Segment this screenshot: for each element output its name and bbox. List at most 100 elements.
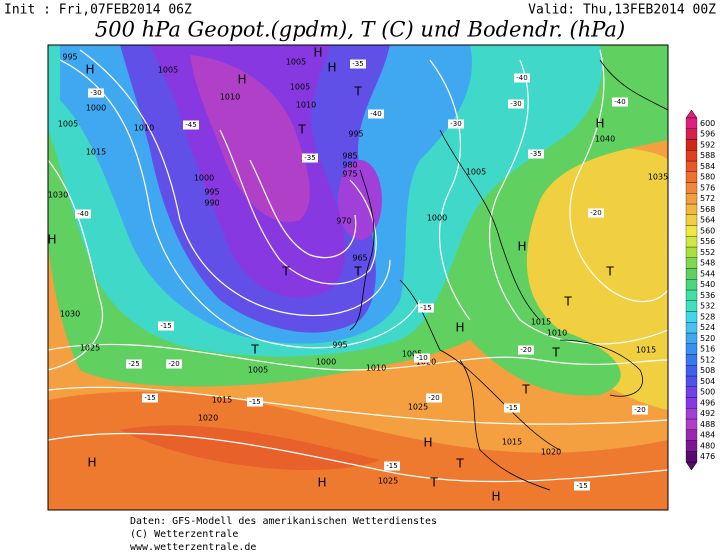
isobar-label: 975 [342,170,357,179]
colorbar-swatch [685,214,698,226]
isobar-label: 995 [348,130,363,139]
temperature-label-box [448,119,464,129]
temperature-label: -40 [516,74,527,82]
pressure-center: H [317,476,326,490]
temperature-label-box [183,120,199,130]
colorbar-label: 552 [700,248,715,257]
colorbar-label: 536 [700,291,715,300]
colorbar-swatch [685,193,698,205]
temperature-label-box [88,88,104,98]
map-labels: 995 1005 1005 1010 1000 1005 1010 1015 1005 1010 9… [47,46,668,504]
temperature-label: -15 [576,482,587,490]
pressure-center: T [551,346,560,360]
pressure-center: H [595,117,604,131]
isobar-label: 1015 [531,318,551,327]
colorbar-label: 544 [700,269,715,278]
colorbar-label: 568 [700,205,715,214]
isobar-label: 1000 [427,214,447,223]
isobar-label: 1025 [378,477,398,486]
field-magenta [190,55,310,222]
colorbar-label: 572 [700,194,715,203]
colorbar-swatch [685,365,698,377]
colorbar-label: 592 [700,140,715,149]
colorbar-swatch [685,203,698,215]
temperature-label: -40 [614,98,625,106]
colorbar-label: 504 [700,377,715,386]
colorbar-label: 548 [700,259,715,268]
pressure-center: H [313,46,322,60]
colorbar: 4764804844884924965005045085125165205245… [685,109,715,471]
temperature-label: -15 [420,304,431,312]
temperature-label-box [508,99,524,109]
temperature-label: -40 [370,110,381,118]
isobar-label: 1010 [220,93,240,102]
colorbar-swatch [685,150,698,162]
map-title: 500 hPa Geopot.(gpdm), T (C) und Bodendr… [95,18,625,42]
temperature-label-box [632,405,648,415]
pressure-center: T [353,265,362,279]
pressure-center: T [250,343,259,357]
colorbar-label: 508 [700,366,715,375]
temperature-label-box [75,209,91,219]
temperature-label: -20 [520,346,531,354]
isobar-label: 1010 [134,124,154,133]
colorbar-swatch [685,246,698,258]
temperature-label-box [158,321,174,331]
temperature-label: -35 [352,60,363,68]
colorbar-label: 528 [700,312,715,321]
colorbar-label: 524 [700,323,715,332]
temperature-label: -35 [530,150,541,158]
colorbar-swatch [685,397,698,409]
isobar-label: 1015 [212,396,232,405]
colorbar-swatch [685,117,698,129]
temperature-label-box [418,303,434,313]
temperature-label-box [247,397,263,407]
isobar-label: 1035 [648,173,668,182]
temperature-label-box [574,481,590,491]
pressure-center: H [455,321,464,335]
colorbar-swatch [685,440,698,452]
colorbar-swatch [685,268,698,280]
temperature-label: -35 [304,154,315,162]
isobar-label: 995 [332,341,347,350]
temperature-label-box [588,208,604,218]
isobar-label: 1025 [80,344,100,353]
colorbar-label: 556 [700,237,715,246]
isobar-label: 1010 [366,364,386,373]
isobar-label: 970 [336,217,351,226]
footer-source: Daten: GFS-Modell des amerikanischen Wet… [130,516,437,527]
pressure-center: H [87,456,96,470]
isobar-label: 1015 [86,148,106,157]
colorbar-swatch [685,139,698,151]
temperature-label: -40 [77,210,88,218]
footer-url: www.wetterzentrale.de [130,542,256,553]
isobar-label: 1015 [636,346,656,355]
isobar-label: 965 [352,254,367,263]
init-time: Init : Fri,07FEB2014 06Z [4,3,192,18]
colorbar-swatch [685,343,698,355]
map-frame [47,44,669,511]
pressure-center: H [47,233,56,247]
colorbar-label: 488 [700,420,715,429]
colorbar-label: 588 [700,151,715,160]
map-field [48,45,668,510]
isobar-label: 990 [204,199,219,208]
colorbar-label: 540 [700,280,715,289]
isobar-label: 1010 [296,101,316,110]
temperature-label-box [518,345,534,355]
pressure-center: H [423,436,432,450]
contours [48,49,668,483]
isobar-label: 1000 [194,174,214,183]
colorbar-label: 520 [700,334,715,343]
pressure-center: H [237,73,246,87]
pressure-center: H [85,63,94,77]
temperature-label: -20 [428,394,439,402]
pressure-center: T [605,265,614,279]
colorbar-label: 600 [700,119,715,128]
colorbar-label: 496 [700,398,715,407]
isobar-label: 1005 [466,168,486,177]
isobar-label: 1010 [547,329,567,338]
colorbar-label: 564 [700,216,715,225]
colorbar-swatch [685,182,698,194]
